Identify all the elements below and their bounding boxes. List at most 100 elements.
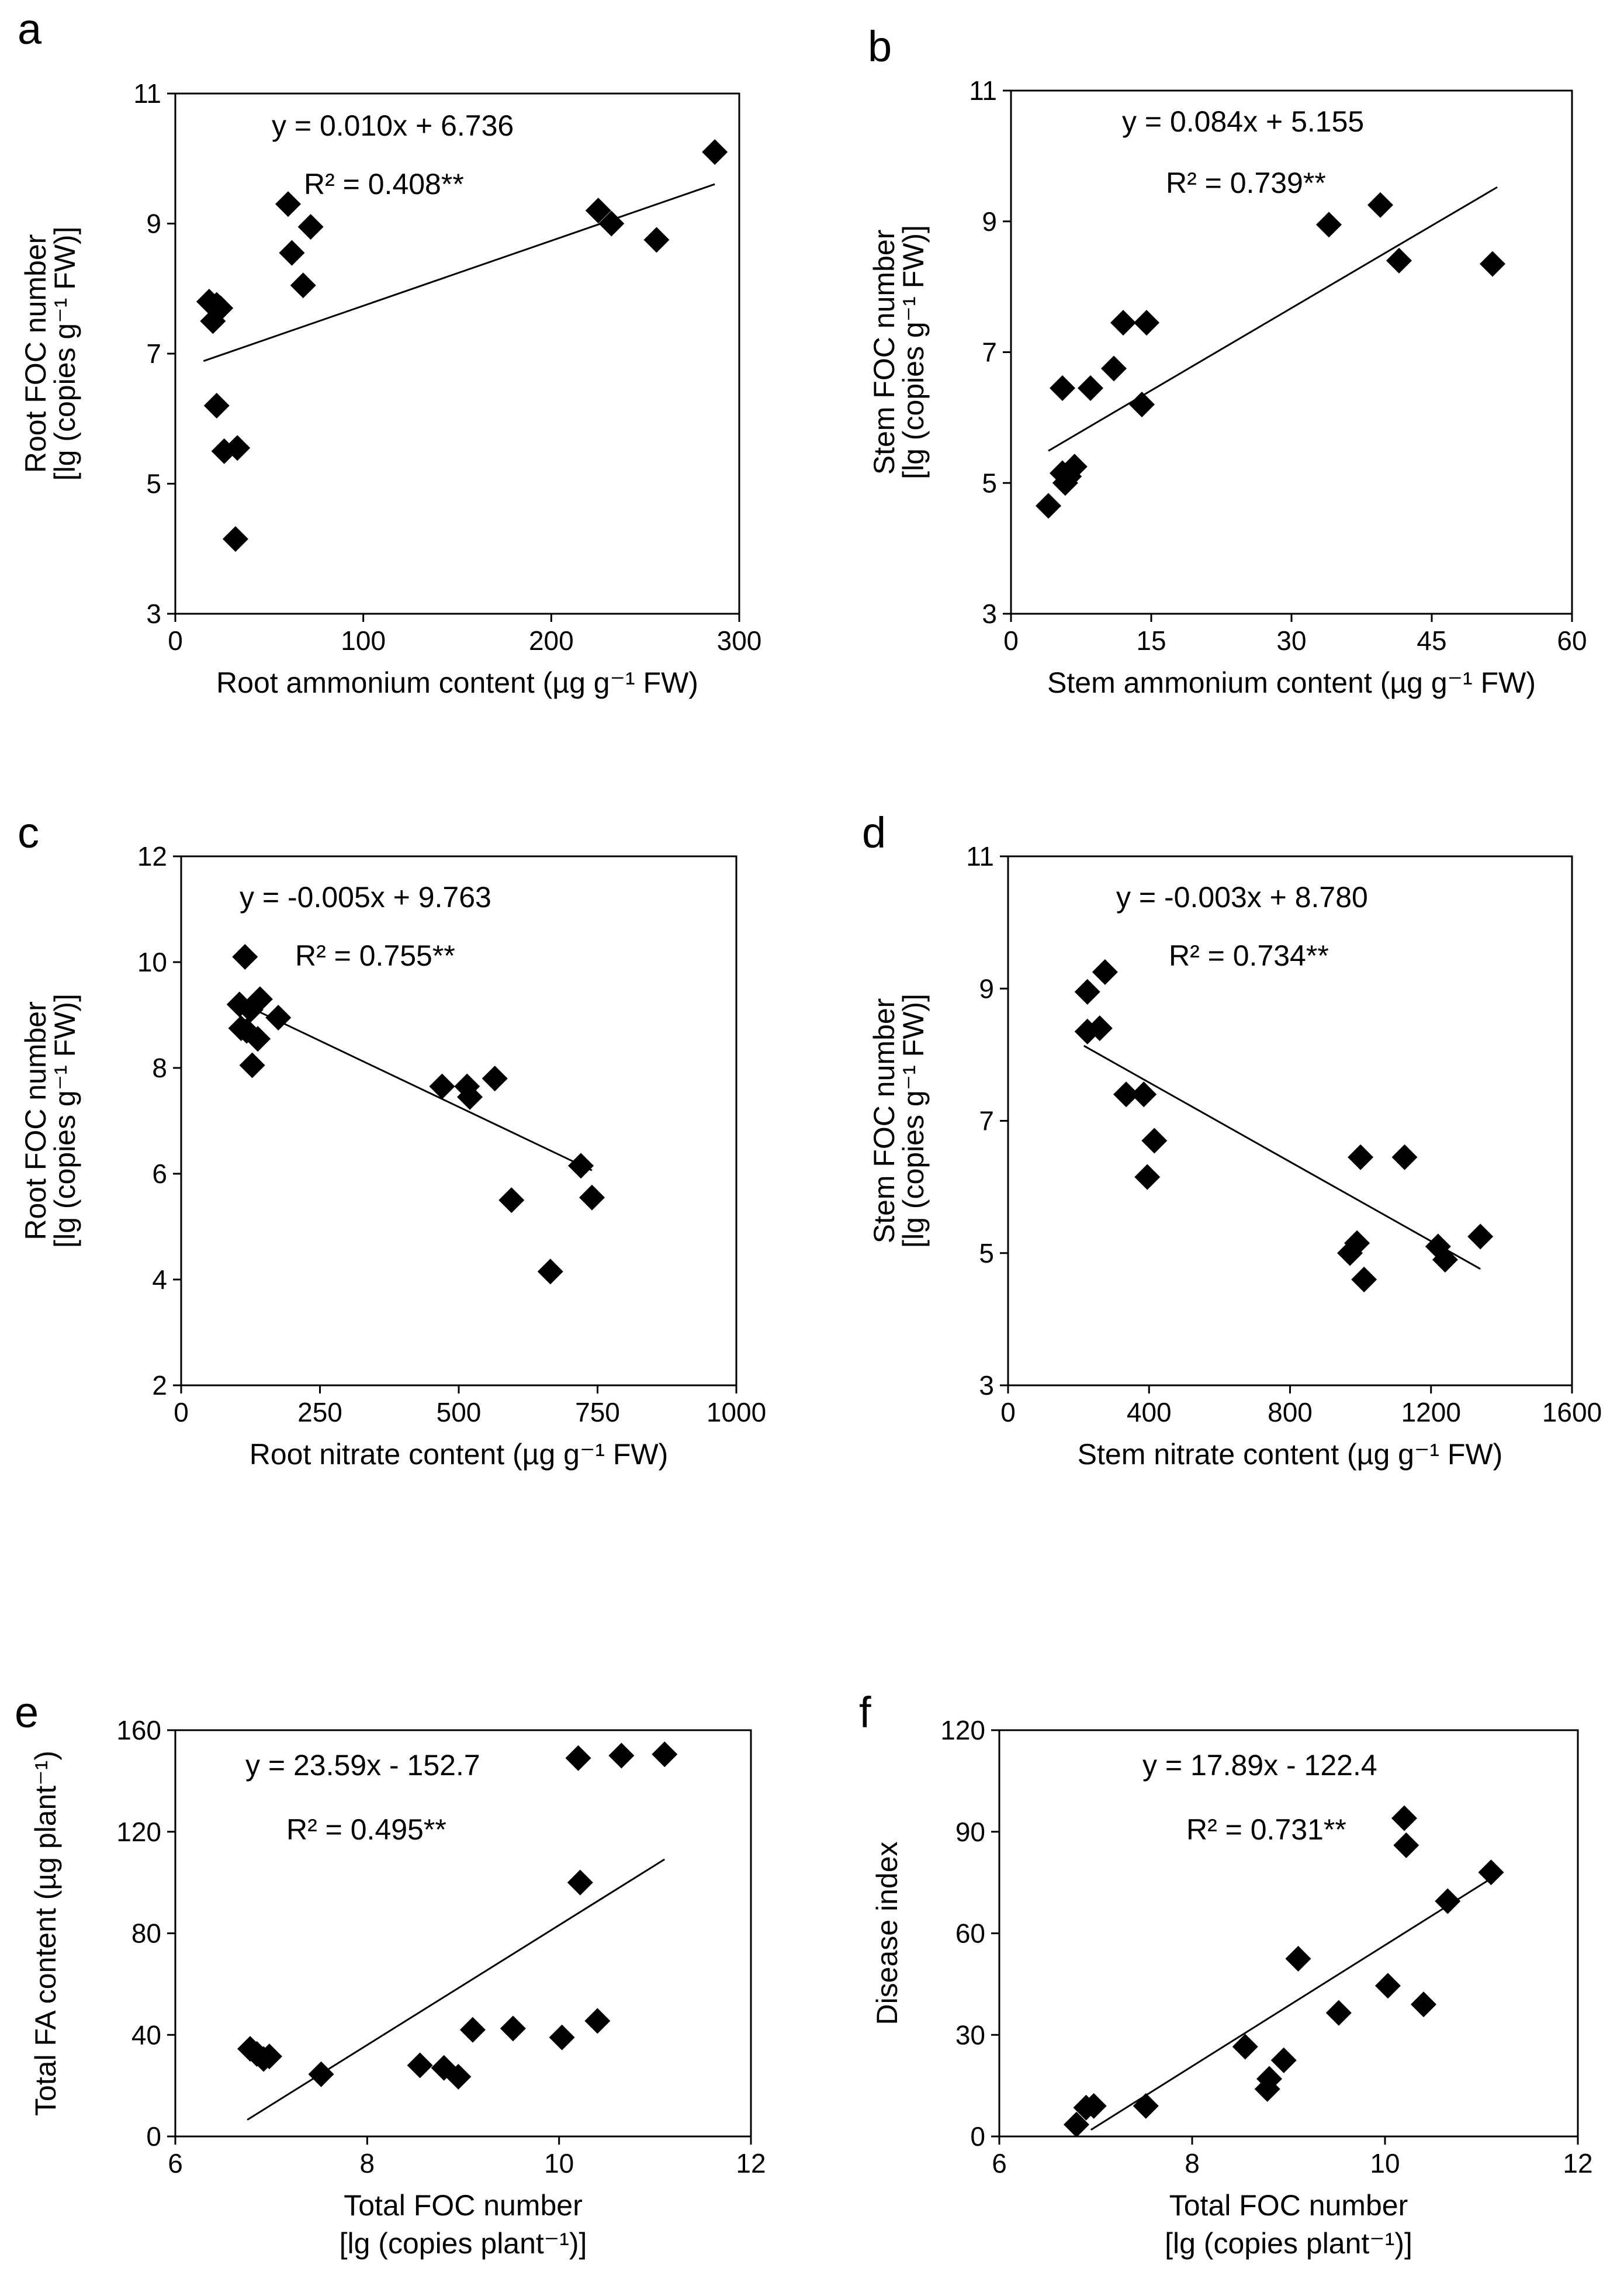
r-squared-label: R² = 0.739** <box>1166 167 1326 199</box>
x-tick-label: 1600 <box>1542 1397 1602 1427</box>
y-axis-label-units: [lg (copies g⁻¹ FW)] <box>897 994 930 1248</box>
y-tick-label: 160 <box>116 1715 161 1745</box>
data-point <box>1113 1081 1140 1108</box>
data-point <box>308 2061 334 2087</box>
panel-letter: e <box>15 1688 39 1737</box>
y-tick-label: 7 <box>982 337 997 368</box>
y-tick-label: 80 <box>131 1918 161 1949</box>
data-point <box>222 526 248 552</box>
data-point <box>1110 310 1136 336</box>
x-tick-label: 8 <box>360 2148 375 2179</box>
data-point <box>1348 1144 1374 1170</box>
x-tick-label: 30 <box>1276 625 1306 656</box>
data-point <box>275 191 301 217</box>
regression-equation: y = 17.89x - 122.4 <box>1142 1749 1377 1782</box>
data-point <box>407 2052 433 2079</box>
data-point <box>1411 1991 1436 2018</box>
data-point <box>568 1153 594 1179</box>
plot-frame <box>998 1729 1579 2138</box>
x-tick-label: 0 <box>174 1397 189 1427</box>
panel-letter: c <box>18 808 39 857</box>
data-point <box>652 1741 678 1768</box>
data-point <box>598 210 625 237</box>
y-tick-label: 3 <box>982 599 997 629</box>
data-point <box>1480 251 1505 277</box>
data-point <box>482 1066 508 1092</box>
y-tick-label: 11 <box>969 75 997 106</box>
data-point <box>1344 1230 1370 1256</box>
x-tick-label: 500 <box>437 1397 482 1427</box>
panel-d: d 0 400 800 1200 1600 3 5 7 9 11 Stem nitrate conte… <box>862 808 1602 1471</box>
data-point <box>1432 1247 1458 1273</box>
data-point <box>1086 1015 1113 1042</box>
y-axis-label: Stem FOC number <box>868 998 901 1244</box>
x-tick-label: 100 <box>341 625 386 656</box>
y-axis-label: Disease index <box>871 1841 903 2025</box>
y-tick-label: 5 <box>982 468 997 498</box>
y-tick-label: 11 <box>133 78 161 109</box>
y-tick-label: 120 <box>940 1715 985 1745</box>
data-point <box>537 1258 563 1285</box>
x-tick-label: 1000 <box>707 1397 766 1427</box>
data-point <box>459 2017 486 2043</box>
y-tick-label: 120 <box>116 1817 161 1847</box>
data-point <box>245 1026 271 1052</box>
panel-letter: d <box>862 808 886 857</box>
data-point <box>585 198 611 224</box>
data-point <box>1050 375 1075 402</box>
data-point <box>1061 454 1088 480</box>
data-point <box>1131 1081 1157 1108</box>
data-point <box>232 943 258 970</box>
data-point <box>445 2063 472 2090</box>
data-point <box>297 214 324 240</box>
y-tick-label: 0 <box>146 2121 161 2152</box>
y-tick-label: 5 <box>979 1238 994 1268</box>
y-axis-label: Stem FOC number <box>868 230 901 475</box>
y-tick-label: 2 <box>152 1370 167 1401</box>
r-squared-label: R² = 0.495** <box>286 1813 446 1846</box>
panel-letter: a <box>18 5 42 53</box>
x-tick-label: 6 <box>168 2148 183 2179</box>
y-tick-label: 30 <box>955 2020 985 2050</box>
data-point <box>207 295 234 321</box>
data-point <box>1078 375 1103 402</box>
data-point <box>1129 392 1155 417</box>
data-point <box>457 1084 483 1110</box>
x-tick-label: 750 <box>575 1397 620 1427</box>
data-point <box>1351 1267 1377 1292</box>
panel-letter: f <box>859 1688 871 1737</box>
x-tick-label: 12 <box>736 2148 766 2179</box>
data-point <box>1074 978 1100 1005</box>
data-point <box>1134 310 1159 336</box>
y-tick-label: 3 <box>146 599 161 629</box>
data-point <box>279 240 305 266</box>
regression-equation: y = 23.59x - 152.7 <box>245 1749 480 1782</box>
regression-equation: y = -0.003x + 8.780 <box>1116 881 1368 914</box>
data-point <box>1391 1805 1417 1831</box>
plot-frame <box>180 855 737 1386</box>
y-axis-label: Root FOC number <box>19 1001 52 1240</box>
data-point <box>1325 2000 1352 2026</box>
x-tick-label: 1200 <box>1401 1397 1461 1427</box>
data-point <box>1316 212 1342 238</box>
x-axis-label: Stem nitrate content (µg g⁻¹ FW) <box>1078 1438 1503 1471</box>
data-point <box>1101 355 1127 382</box>
trendline <box>1048 186 1498 452</box>
x-tick-label: 800 <box>1268 1397 1313 1427</box>
data-point <box>567 1869 593 1896</box>
data-point <box>1133 2093 1159 2119</box>
data-point <box>1141 1128 1168 1154</box>
y-tick-label: 7 <box>146 338 161 369</box>
data-point <box>608 1742 635 1769</box>
x-tick-label: 300 <box>717 625 762 656</box>
data-point <box>584 2008 611 2034</box>
data-point <box>643 227 670 253</box>
x-tick-label: 60 <box>1557 625 1587 656</box>
r-squared-label: R² = 0.731** <box>1186 1813 1346 1846</box>
y-tick-label: 6 <box>152 1159 167 1189</box>
data-point <box>1092 959 1118 985</box>
x-tick-label: 10 <box>1370 2148 1400 2179</box>
data-point <box>224 435 251 461</box>
y-tick-label: 5 <box>146 469 161 499</box>
